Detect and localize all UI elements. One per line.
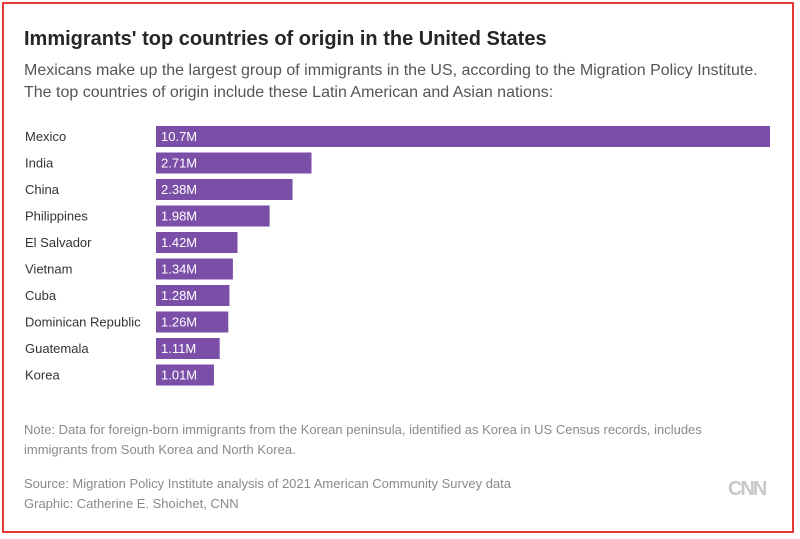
value-label: 2.71M xyxy=(161,156,197,171)
bar xyxy=(156,258,233,280)
chart-subtitle: Mexicans make up the largest group of im… xyxy=(24,62,758,101)
bar xyxy=(156,338,220,359)
value-label: 1.98M xyxy=(161,209,197,224)
value-label: 1.26M xyxy=(161,315,197,330)
category-label: El Salvador xyxy=(25,235,92,250)
category-label: Korea xyxy=(25,368,60,383)
category-label: Guatemala xyxy=(25,341,89,356)
cnn-logo: CNN xyxy=(728,478,767,500)
bar xyxy=(156,311,229,333)
value-label: 1.42M xyxy=(161,235,197,250)
bar xyxy=(156,232,238,253)
category-label: Cuba xyxy=(25,288,57,303)
value-label: 1.34M xyxy=(161,262,197,277)
bar xyxy=(156,126,770,147)
category-label: China xyxy=(25,182,60,197)
chart-source: Source: Migration Policy Institute analy… xyxy=(24,476,512,491)
value-label: 1.01M xyxy=(161,368,197,383)
value-label: 1.11M xyxy=(161,341,196,356)
bar xyxy=(156,179,293,200)
bar xyxy=(156,152,312,174)
value-label: 1.28M xyxy=(161,288,197,303)
chart-credit: Graphic: Catherine E. Shoichet, CNN xyxy=(24,496,239,511)
chart-note: Note: Data for foreign-born immigrants f… xyxy=(24,422,702,457)
chart-card xyxy=(2,2,794,533)
bar xyxy=(156,285,230,306)
value-label: 10.7M xyxy=(161,129,197,144)
category-label: Vietnam xyxy=(25,262,72,277)
chart-title: Immigrants' top countries of origin in t… xyxy=(24,28,547,50)
value-label: 2.38M xyxy=(161,182,197,197)
category-label: India xyxy=(25,156,54,171)
bar xyxy=(156,364,214,386)
bar xyxy=(156,205,270,227)
category-label: Mexico xyxy=(25,129,66,144)
category-label: Dominican Republic xyxy=(25,315,141,330)
category-label: Philippines xyxy=(25,209,88,224)
